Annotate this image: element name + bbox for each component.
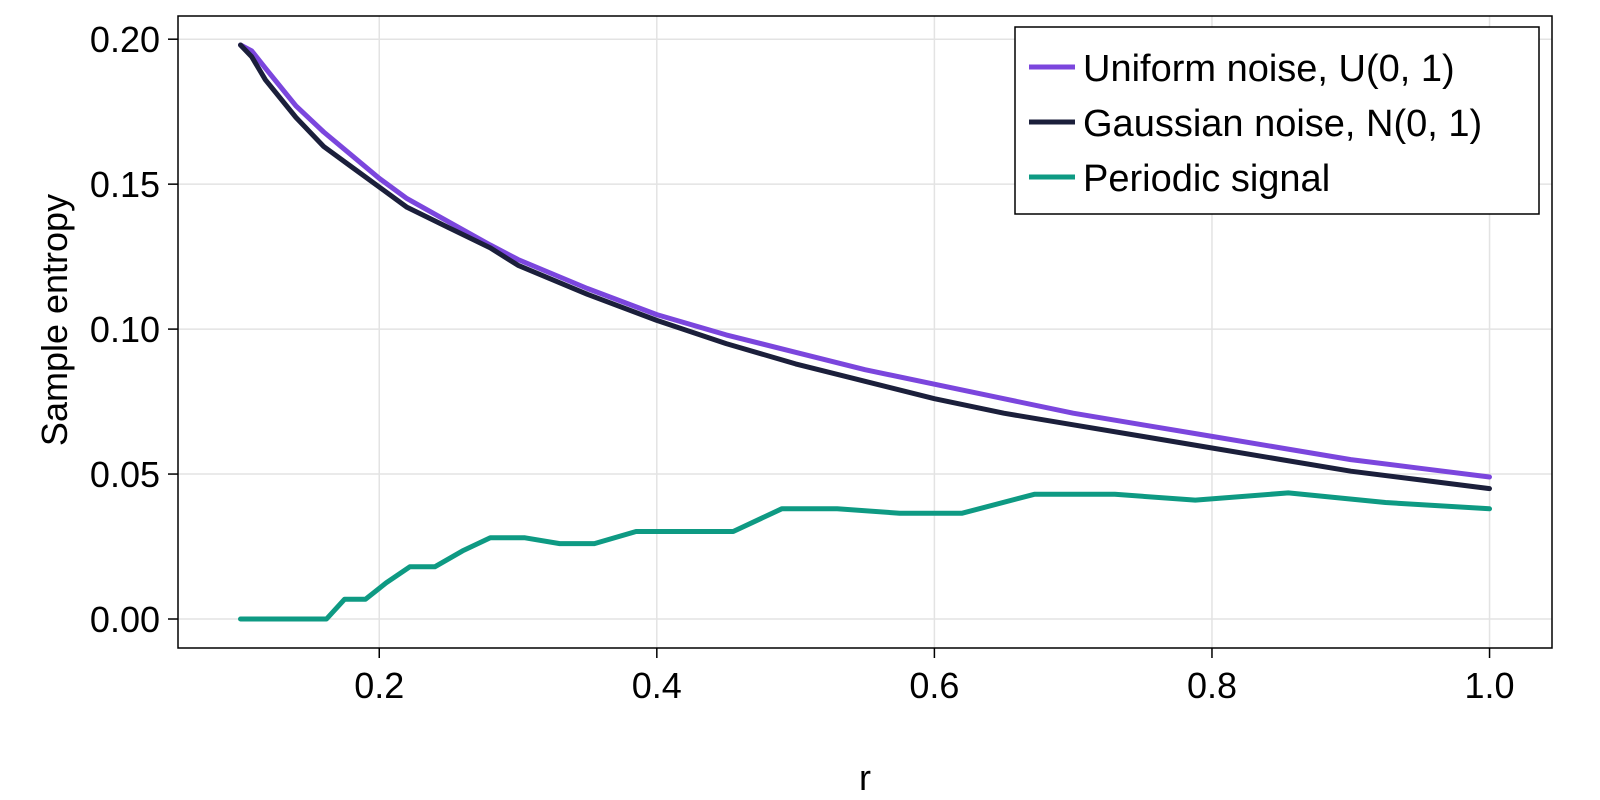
- y-tick-label: 0.10: [90, 309, 160, 350]
- x-tick-label: 0.6: [909, 665, 959, 706]
- legend-label: Periodic signal: [1083, 158, 1330, 200]
- x-axis-ticks: 0.2 0.4 0.6 0.8 1.0: [354, 648, 1515, 706]
- legend-item: Uniform noise, U(0, 1): [1029, 48, 1455, 90]
- x-tick-label: 0.4: [632, 665, 682, 706]
- x-axis-label: r: [859, 757, 871, 798]
- series-line-3: [238, 490, 1492, 622]
- x-tick-label: 0.2: [354, 665, 404, 706]
- legend-box: [1014, 26, 1540, 215]
- y-tick-label: 0.05: [90, 454, 160, 495]
- legend-item: Periodic signal: [1029, 158, 1330, 200]
- legend: Uniform noise, U(0, 1) Gaussian noise, N(…: [1014, 26, 1540, 215]
- legend-item: Gaussian noise, N(0, 1): [1029, 103, 1482, 145]
- x-tick-label: 1.0: [1465, 665, 1515, 706]
- y-tick-label: 0.00: [90, 599, 160, 640]
- series-line-2: [238, 42, 1492, 492]
- series-line-1: [238, 42, 1492, 480]
- y-axis-ticks: 0.00 0.05 0.10 0.15 0.20: [90, 19, 178, 640]
- legend-label: Gaussian noise, N(0, 1): [1083, 103, 1482, 145]
- y-tick-label: 0.15: [90, 164, 160, 205]
- plot-frame: [177, 15, 1553, 649]
- legend-label: Uniform noise, U(0, 1): [1083, 48, 1455, 90]
- y-axis-label: Sample entropy: [34, 194, 75, 446]
- y-tick-label: 0.20: [90, 19, 160, 60]
- series-lines: [238, 42, 1492, 622]
- x-tick-label: 0.8: [1187, 665, 1237, 706]
